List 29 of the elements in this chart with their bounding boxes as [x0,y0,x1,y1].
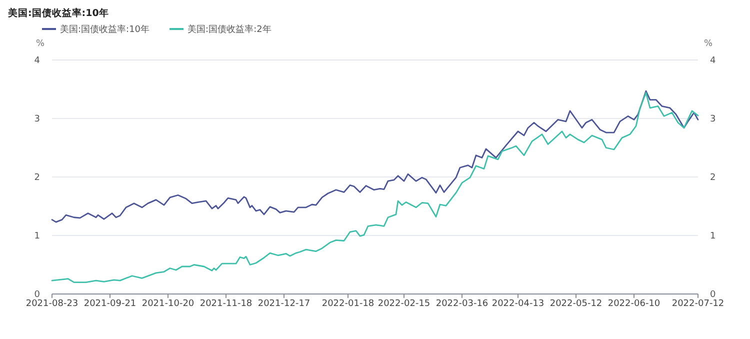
y2-tick-label: 1 [710,232,716,242]
x-tick-label: 2021-12-17 [258,299,310,309]
x-tick-label: 2022-03-16 [436,299,488,309]
y-tick-label: 3 [34,114,40,124]
x-tick-label: 2021-09-21 [84,299,136,309]
y2-tick-label: 0 [710,290,716,300]
x-tick-label: 2022-05-12 [550,299,602,309]
y-tick-label: 2 [34,173,40,183]
line-series [51,92,699,283]
legend-label: 美国:国债收益率:2年 [188,24,272,35]
x-tick-label: 2021-08-23 [26,299,78,309]
y2-tick-label: 3 [710,114,716,124]
chart-title: 美国:国债收益率:10年 [7,7,109,19]
y-axis-title: % [36,39,45,49]
line-series [51,90,699,223]
y2-tick-label: 4 [710,56,716,66]
y2-axis-title: % [704,39,713,49]
y2-tick-label: 2 [710,173,716,183]
x-tick-label: 2022-04-13 [492,299,544,309]
x-tick-label: 2022-02-15 [378,299,430,309]
y-tick-label: 4 [34,56,40,66]
x-tick-label: 2022-01-18 [322,299,374,309]
x-tick-label: 2022-06-10 [608,299,660,309]
x-tick-label: 2021-11-18 [200,299,252,309]
x-tick-label: 2021-10-20 [142,299,194,309]
legend-label: 美国:国债收益率:10年 [60,24,150,35]
y-tick-label: 0 [34,290,40,300]
y-tick-label: 1 [34,232,40,242]
x-tick-label: 2022-07-12 [672,299,724,309]
